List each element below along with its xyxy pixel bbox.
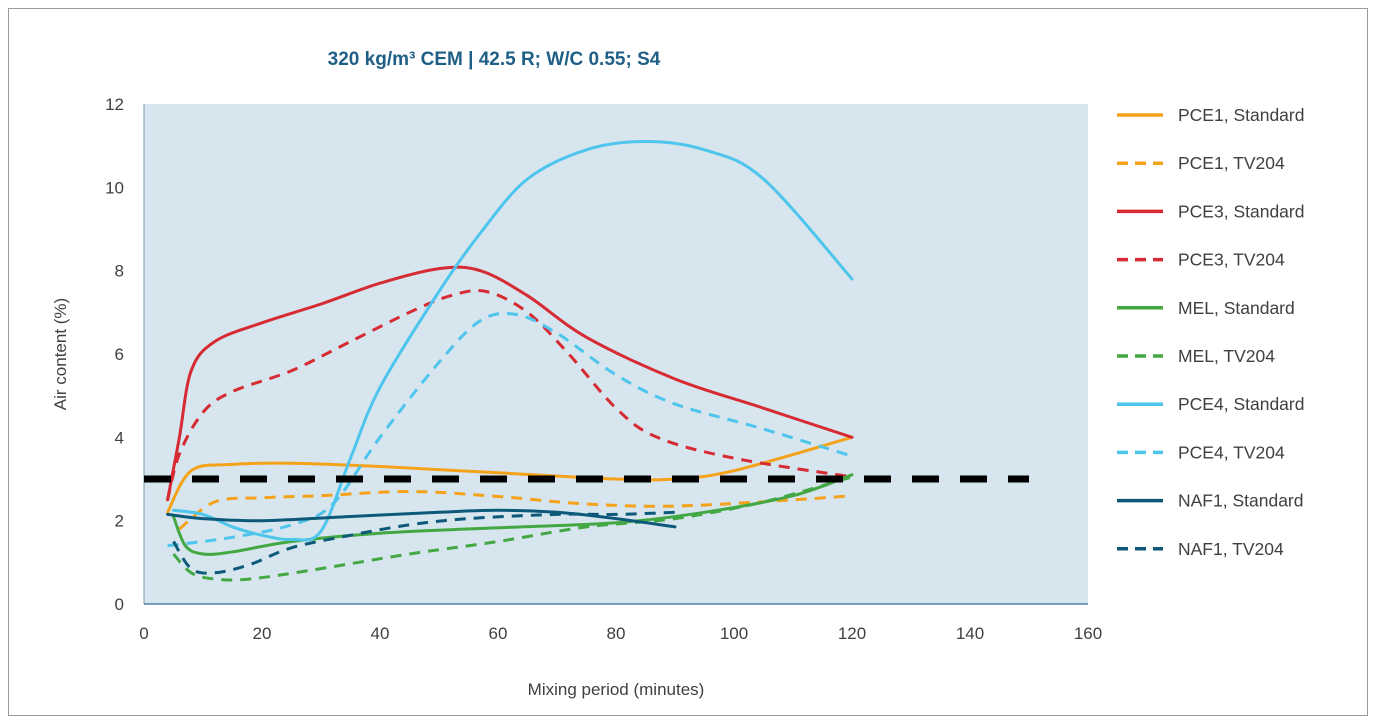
legend-label: PCE3, Standard: [1178, 201, 1304, 221]
y-tick-label: 12: [105, 95, 124, 114]
legend-label: MEL, TV204: [1178, 346, 1275, 366]
legend-item-pce3-standard: PCE3, Standard: [1117, 201, 1304, 221]
legend-item-naf1-standard: NAF1, Standard: [1117, 491, 1303, 511]
legend-item-pce4-standard: PCE4, Standard: [1117, 394, 1304, 414]
legend-label: PCE4, Standard: [1178, 394, 1304, 414]
legend-label: NAF1, TV204: [1178, 539, 1284, 559]
series-line-naf1-tv204: [172, 510, 676, 575]
legend-label: MEL, Standard: [1178, 298, 1295, 318]
legend-label: PCE1, TV204: [1178, 153, 1285, 173]
series-line-pce1-tv204: [178, 489, 853, 531]
y-tick-label: 0: [115, 595, 124, 614]
x-tick-label: 20: [253, 624, 272, 643]
legend-item-naf1-tv204: NAF1, TV204: [1117, 539, 1284, 559]
series-line-pce3-tv204: [166, 288, 853, 501]
y-axis-label: Air content (%): [51, 298, 70, 410]
series-line-pce4-tv204: [167, 311, 853, 548]
series-layer: [166, 140, 854, 582]
x-tick-label: 100: [720, 624, 748, 643]
x-tick-label: 80: [607, 624, 626, 643]
legend-item-mel-standard: MEL, Standard: [1117, 298, 1295, 318]
y-tick-label: 6: [115, 345, 124, 364]
legend-item-mel-tv204: MEL, TV204: [1117, 346, 1275, 366]
series-line-pce4-standard: [172, 140, 854, 542]
legend-label: PCE3, TV204: [1178, 250, 1285, 270]
series-line-naf1-standard: [166, 508, 677, 529]
legend-item-pce1-tv204: PCE1, TV204: [1117, 153, 1285, 173]
x-tick-label: 120: [838, 624, 866, 643]
x-tick-label: 0: [139, 624, 148, 643]
y-tick-label: 2: [115, 512, 124, 531]
legend: PCE1, Standard PCE1, TV204 PCE3, Standard P…: [1117, 105, 1304, 559]
legend-label: PCE1, Standard: [1178, 105, 1304, 125]
x-tick-label: 60: [489, 624, 508, 643]
y-tick-label: 10: [105, 178, 124, 197]
x-tick-label: 140: [956, 624, 984, 643]
x-tick-label: 160: [1074, 624, 1102, 643]
series-line-mel-tv204: [172, 475, 853, 582]
x-axis-label: Mixing period (minutes): [528, 680, 705, 699]
legend-label: PCE4, TV204: [1178, 442, 1285, 462]
legend-item-pce3-tv204: PCE3, TV204: [1117, 250, 1285, 270]
legend-item-pce4-tv204: PCE4, TV204: [1117, 442, 1285, 462]
legend-item-pce1-standard: PCE1, Standard: [1117, 105, 1304, 125]
legend-label: NAF1, Standard: [1178, 491, 1303, 511]
series-line-pce3-standard: [166, 265, 854, 502]
y-tick-label: 8: [115, 262, 124, 281]
y-tick-labels: 0 2 4 6 8 10 12: [105, 95, 124, 614]
series-line-mel-standard: [172, 473, 854, 556]
y-tick-label: 4: [115, 428, 124, 447]
x-tick-labels: 0 20 40 60 80 100 120 140 160: [139, 624, 1102, 643]
x-tick-label: 40: [371, 624, 390, 643]
series-line-pce1-standard: [166, 435, 854, 514]
chart-title: 320 kg/m³ CEM | 42.5 R; W/C 0.55; S4: [328, 49, 661, 70]
